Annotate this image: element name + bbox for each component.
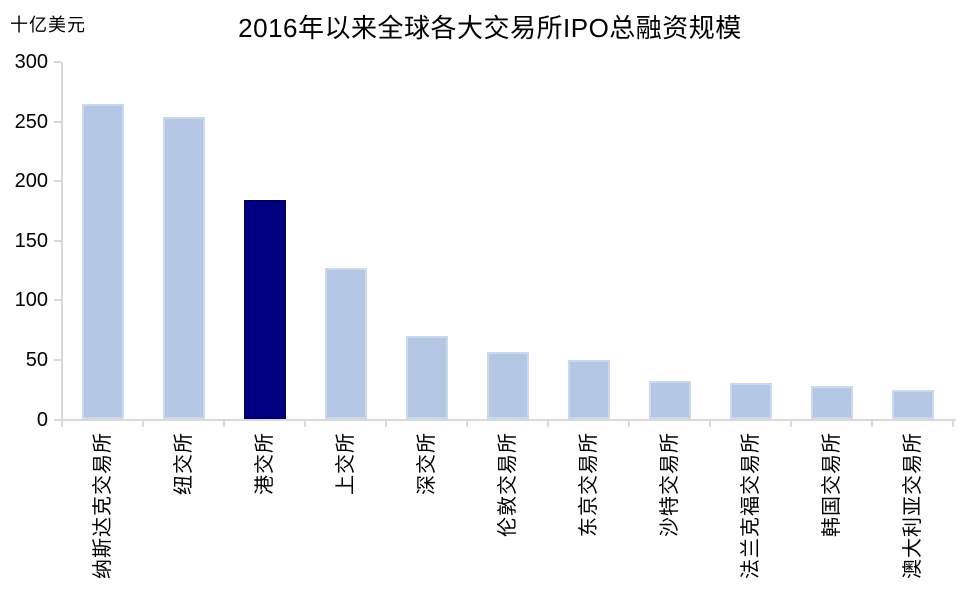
x-tick-mark	[547, 419, 549, 427]
bar	[729, 382, 772, 420]
y-axis-unit-label: 十亿美元	[10, 15, 86, 35]
x-tick-mark	[466, 419, 468, 427]
y-tick-mark	[54, 418, 61, 421]
bar	[891, 389, 934, 420]
y-tick-label: 50	[25, 348, 48, 371]
x-category-label: 澳大利亚交易所	[901, 432, 924, 579]
y-tick-mark	[54, 358, 61, 361]
y-tick-label: 150	[14, 229, 48, 252]
x-category-label: 伦敦交易所	[496, 432, 519, 537]
x-category-label: 沙特交易所	[658, 432, 681, 537]
bar	[486, 351, 529, 420]
bar	[648, 381, 691, 420]
x-category-label: 东京交易所	[577, 432, 600, 537]
x-tick-mark	[952, 419, 954, 427]
y-tick-mark	[54, 120, 61, 123]
y-tick-label: 0	[36, 408, 48, 431]
bar	[810, 386, 853, 420]
x-tick-mark	[385, 419, 387, 427]
x-category-label: 法兰克福交易所	[739, 432, 762, 579]
bar	[324, 268, 367, 420]
x-category-label: 港交所	[253, 432, 276, 495]
x-category-label: 韩国交易所	[820, 432, 843, 537]
x-tick-mark	[871, 419, 873, 427]
x-tick-mark	[142, 419, 144, 427]
x-tick-mark	[304, 419, 306, 427]
y-tick-mark	[54, 299, 61, 302]
x-tick-mark	[790, 419, 792, 427]
x-tick-mark	[223, 419, 225, 427]
bar	[405, 336, 448, 420]
y-tick-mark	[54, 180, 61, 183]
bar	[162, 116, 205, 420]
x-tick-mark	[709, 419, 711, 427]
x-category-label: 纽交所	[172, 432, 195, 495]
y-axis-line	[61, 62, 63, 421]
bar	[567, 359, 610, 420]
chart-title: 2016年以来全球各大交易所IPO总融资规模	[238, 13, 742, 43]
x-tick-mark	[628, 419, 630, 427]
x-category-label: 上交所	[334, 432, 357, 495]
x-category-label: 纳斯达克交易所	[91, 432, 114, 579]
y-tick-label: 300	[14, 51, 48, 73]
y-tick-label: 250	[14, 110, 48, 133]
bar-highlighted	[243, 200, 286, 420]
y-tick-mark	[54, 61, 61, 63]
bar	[81, 103, 124, 420]
x-tick-mark	[61, 419, 63, 427]
x-category-label: 深交所	[415, 432, 438, 495]
y-tick-label: 200	[14, 170, 48, 193]
x-axis-line	[61, 418, 956, 421]
y-tick-label: 100	[14, 289, 48, 312]
y-tick-mark	[54, 239, 61, 242]
